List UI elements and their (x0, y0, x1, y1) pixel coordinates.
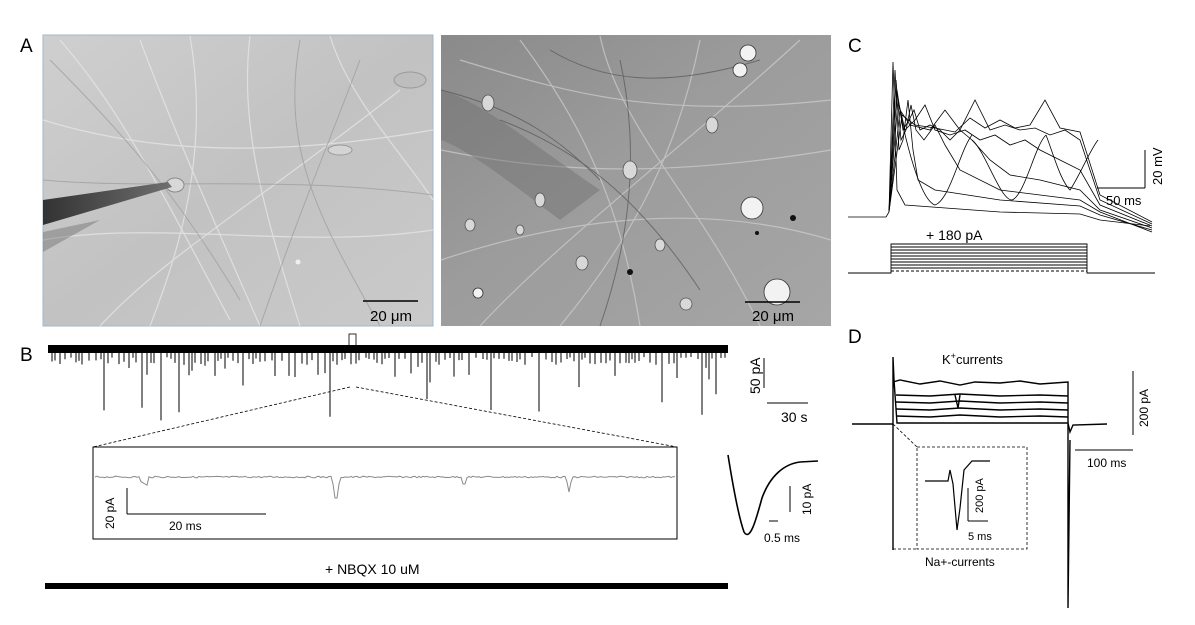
nbqx-label: + NBQX 10 uM (325, 561, 420, 577)
na-currents-label: Na+-currents (925, 555, 995, 569)
scale-bar-label-right: 20 μm (752, 308, 794, 325)
current-step-protocol (848, 243, 1155, 274)
nbqx-trace (45, 583, 728, 589)
avg-scale-amplitude: 10 pA (800, 484, 814, 515)
expanded-trace-inset (92, 446, 678, 540)
zoom-guide-right (355, 386, 678, 448)
b-scale-time: 30 s (781, 409, 807, 425)
inset-scale-time: 20 ms (169, 519, 202, 533)
c-scale-voltage: 20 mV (1150, 147, 1165, 185)
panel-c-label: C (848, 36, 862, 57)
panel-d-label: D (848, 327, 862, 348)
micrograph-right (440, 35, 832, 327)
inset-scale-amplitude: 20 pA (103, 498, 117, 529)
zoom-window-marker (348, 333, 357, 349)
d-scale-current: 200 pA (1137, 389, 1151, 427)
micrograph-left (42, 34, 434, 327)
inset-scale-current: 200 pA (974, 477, 986, 513)
current-traces (852, 356, 1108, 609)
na-current-inset (892, 423, 1028, 550)
main-recording-trace (48, 345, 728, 421)
inset-scale-time-d: 5 ms (968, 531, 992, 543)
k-currents-label: K+currents (942, 351, 1003, 367)
b-scale-amplitude: 50 pA (747, 357, 763, 394)
average-event-trace (727, 454, 819, 536)
panel-b-label: B (20, 345, 33, 366)
zoom-guide-left (92, 386, 351, 448)
d-scale-time: 100 ms (1087, 456, 1126, 470)
scale-bar-label-left: 20 μm (370, 308, 412, 325)
panel-a-label: A (20, 36, 33, 57)
avg-scale-time: 0.5 ms (764, 531, 800, 545)
voltage-traces (848, 61, 1153, 233)
stimulus-label: + 180 pA (926, 227, 983, 243)
c-scale-time: 50 ms (1106, 193, 1142, 208)
